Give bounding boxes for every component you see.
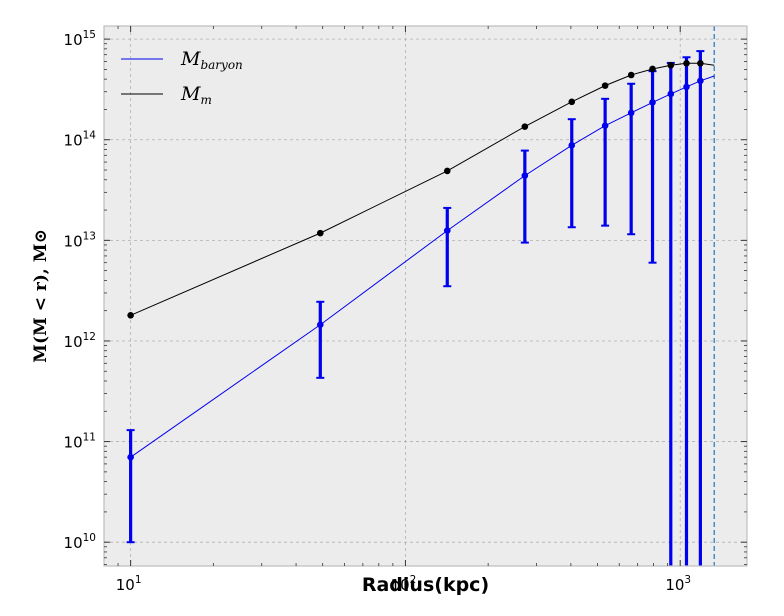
data-point — [683, 83, 690, 91]
data-point — [697, 77, 704, 85]
data-point — [443, 167, 451, 175]
x-axis-label: Radius(kpc) — [362, 574, 489, 596]
x-tick-label: 101 — [116, 574, 142, 594]
x-tick-label: 103 — [665, 574, 691, 594]
data-point — [521, 123, 529, 130]
legend-label: Mbaryon — [180, 48, 243, 72]
y-tick-label: 1012 — [64, 331, 96, 351]
y-tick-label: 1014 — [64, 130, 97, 150]
plot-background — [104, 26, 747, 566]
data-point — [521, 172, 529, 179]
data-point — [568, 142, 576, 149]
legend-label: Mm — [180, 83, 212, 107]
data-point — [601, 122, 609, 129]
grid — [104, 26, 747, 566]
data-point — [649, 99, 656, 106]
data-point — [127, 311, 134, 319]
data-point — [568, 98, 576, 106]
y-tick-label: 1015 — [64, 29, 96, 49]
series — [126, 50, 715, 566]
data-point — [443, 227, 451, 234]
data-point — [683, 59, 690, 67]
data-point — [697, 59, 704, 67]
data-point — [649, 65, 656, 73]
data-point — [316, 229, 324, 237]
series-baryon — [126, 50, 715, 566]
data-point — [627, 71, 635, 79]
y-axis-label: M(M < r), M⊙ — [31, 229, 51, 363]
axis-ticks: 101 102 103 1010 1011 1012 1013 1014 1015 — [64, 26, 747, 594]
data-point — [627, 109, 635, 117]
plot-frame — [103, 25, 748, 567]
data-point — [127, 453, 134, 461]
y-tick-label: 1010 — [64, 532, 96, 552]
data-point — [667, 90, 675, 98]
legend: Mbaryon Mm — [121, 48, 243, 107]
data-point — [667, 61, 675, 69]
data-point — [316, 321, 324, 329]
y-tick-label: 1011 — [64, 432, 96, 452]
data-point — [601, 82, 609, 89]
x-tick-label: 102 — [391, 574, 417, 594]
y-tick-label: 1013 — [64, 230, 96, 250]
series-m — [127, 59, 715, 319]
